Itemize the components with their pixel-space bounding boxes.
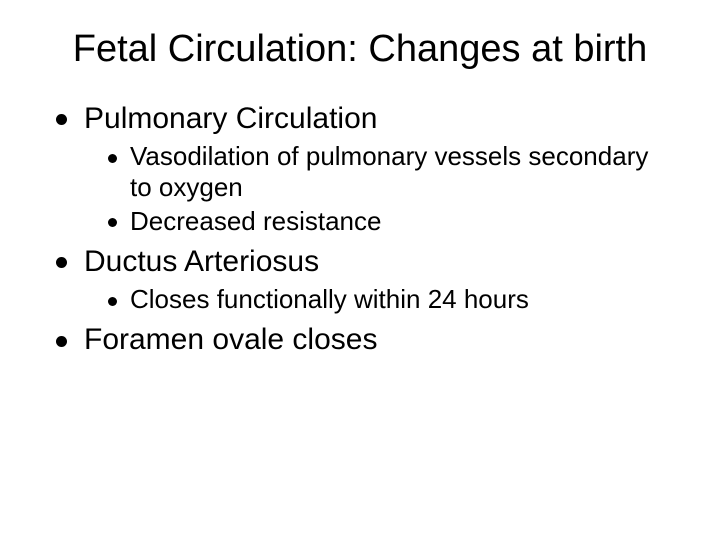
list-item-text: Decreased resistance (130, 206, 381, 236)
list-item-text: Foramen ovale closes (84, 323, 377, 356)
list-item-text: Closes functionally within 24 hours (130, 284, 529, 314)
list-item: Closes functionally within 24 hours (108, 284, 672, 315)
list-item: Vasodilation of pulmonary vessels second… (108, 141, 672, 203)
slide-title: Fetal Circulation: Changes at birth (48, 28, 672, 72)
list-item: Foramen ovale closes (56, 321, 672, 359)
list-item: Decreased resistance (108, 206, 672, 237)
sub-bullet-list: Closes functionally within 24 hours (84, 284, 672, 315)
list-item-text: Ductus Arteriosus (84, 245, 319, 278)
bullet-list: Pulmonary Circulation Vasodilation of pu… (48, 100, 672, 359)
slide: Fetal Circulation: Changes at birth Pulm… (0, 0, 720, 540)
list-item: Ductus Arteriosus Closes functionally wi… (56, 243, 672, 316)
sub-bullet-list: Vasodilation of pulmonary vessels second… (84, 141, 672, 237)
list-item: Pulmonary Circulation Vasodilation of pu… (56, 100, 672, 237)
list-item-text: Vasodilation of pulmonary vessels second… (130, 141, 648, 202)
list-item-text: Pulmonary Circulation (84, 102, 377, 135)
